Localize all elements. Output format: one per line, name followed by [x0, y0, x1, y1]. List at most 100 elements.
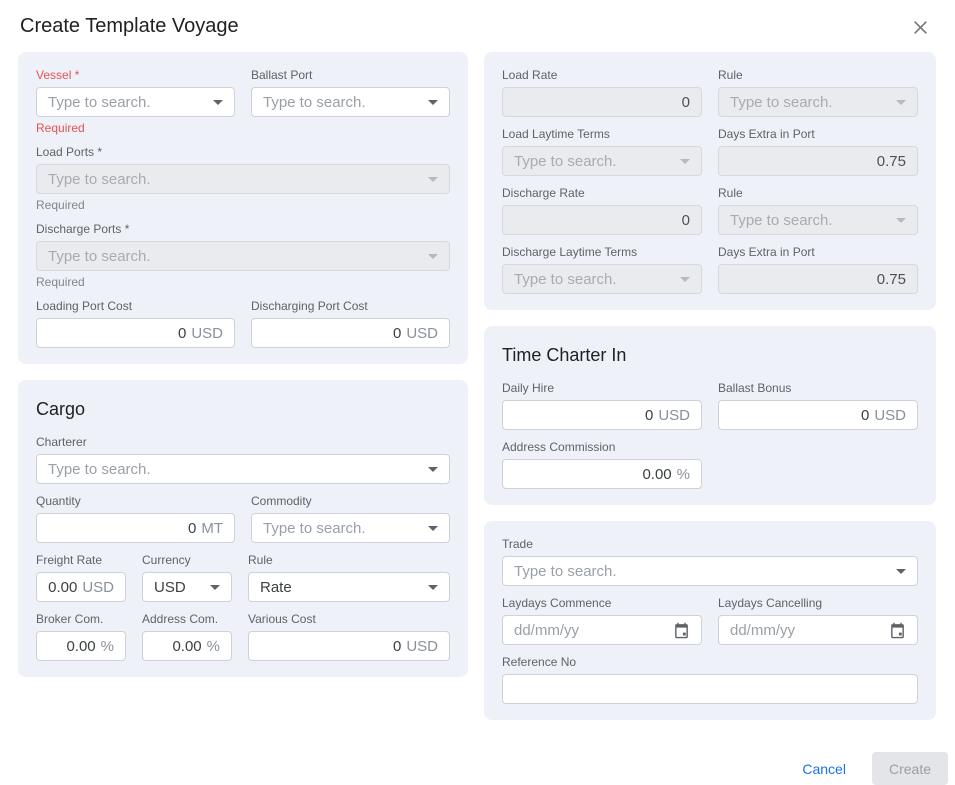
reference-no-label: Reference No [502, 655, 577, 669]
chevron-down-icon [680, 276, 690, 282]
broker-com-value: 0.00 [66, 637, 96, 655]
dialog-header: Create Template Voyage [0, 0, 955, 52]
freight-rate-input[interactable]: 0.00 USD [36, 572, 126, 602]
discharge-laytime-select: Type to search. [502, 264, 702, 294]
trade-panel: Trade Laydays Commence [484, 521, 936, 720]
broker-com-input[interactable]: 0.00 % [36, 631, 126, 661]
ballast-bonus-input[interactable]: 0 USD [718, 400, 918, 430]
discharge-days-extra-field: Days Extra in Port 0.75 [718, 245, 918, 294]
discharging-port-cost-input[interactable]: 0 USD [251, 318, 450, 348]
create-button[interactable]: Create [871, 752, 948, 785]
trade-input[interactable] [514, 562, 888, 580]
commodity-select[interactable] [251, 513, 450, 543]
discharge-laytime-label: Discharge Laytime Terms [502, 245, 638, 259]
address-com-label: Address Com. [142, 612, 219, 626]
broker-com-field: Broker Com. 0.00 % [36, 612, 126, 661]
voyage-panel: Vessel * Required Ballast Port [18, 52, 468, 364]
rule-select[interactable]: Rate [248, 572, 450, 602]
dialog-body: Vessel * Required Ballast Port [0, 52, 955, 720]
chevron-down-icon [896, 99, 906, 105]
ballast-bonus-value: 0 [860, 406, 870, 424]
freight-rate-unit: USD [82, 578, 114, 596]
daily-hire-label: Daily Hire [502, 381, 555, 395]
chevron-down-icon [213, 99, 223, 105]
discharge-ports-field: Discharge Ports * Type to search. Requir… [36, 222, 450, 289]
discharge-days-extra-value: 0.75 [876, 270, 906, 288]
discharge-days-extra-label: Days Extra in Port [718, 245, 815, 259]
discharge-days-extra-input: 0.75 [718, 264, 918, 294]
chevron-down-icon [680, 158, 690, 164]
load-ports-select: Type to search. [36, 164, 450, 194]
trade-field: Trade [502, 537, 918, 586]
load-rate-label: Load Rate [502, 68, 558, 82]
discharge-rule-select: Type to search. [718, 205, 918, 235]
commodity-input[interactable] [263, 519, 420, 537]
ballast-port-input[interactable] [263, 93, 420, 111]
currency-select[interactable]: USD [142, 572, 232, 602]
laydays-commence-label: Laydays Commence [502, 596, 612, 610]
page-title: Create Template Voyage [20, 15, 239, 37]
close-icon[interactable] [908, 15, 933, 40]
laydays-cancelling-input[interactable] [718, 615, 918, 645]
various-cost-input[interactable]: 0 USD [248, 631, 450, 661]
chevron-down-icon [428, 525, 438, 531]
calendar-icon[interactable] [889, 622, 906, 639]
freight-rate-field: Freight Rate 0.00 USD [36, 553, 126, 602]
right-column: Load Rate 0 Rule Type to search. [484, 52, 936, 720]
vessel-input[interactable] [48, 93, 205, 111]
load-laytime-field: Load Laytime Terms Type to search. [502, 127, 702, 176]
laydays-commence-input[interactable] [502, 615, 702, 645]
loading-port-cost-input[interactable]: 0 USD [36, 318, 235, 348]
dialog-footer: Cancel Create [0, 752, 955, 785]
cargo-heading: Cargo [36, 399, 86, 419]
discharge-ports-required-text: Required [36, 275, 85, 289]
charterer-label: Charterer [36, 435, 87, 449]
quantity-unit: MT [201, 519, 223, 537]
ballast-port-select[interactable] [251, 87, 450, 117]
ballast-bonus-label: Ballast Bonus [718, 381, 792, 395]
reference-no-text[interactable] [514, 680, 906, 698]
chevron-down-icon [428, 584, 438, 590]
load-laytime-label: Load Laytime Terms [502, 127, 610, 141]
load-laytime-placeholder: Type to search. [514, 152, 617, 170]
address-commission-input[interactable]: 0.00 % [502, 459, 702, 489]
currency-value: USD [154, 578, 186, 596]
trade-select[interactable] [502, 556, 918, 586]
rates-panel: Load Rate 0 Rule Type to search. [484, 52, 936, 310]
daily-hire-input[interactable]: 0 USD [502, 400, 702, 430]
vessel-label: Vessel * [36, 68, 80, 82]
discharging-port-cost-field: Discharging Port Cost 0 USD [251, 299, 450, 348]
time-charter-panel: Time Charter In Daily Hire 0 USD Ballast… [484, 326, 936, 505]
charterer-select[interactable] [36, 454, 450, 484]
charterer-input[interactable] [48, 460, 420, 478]
time-charter-heading: Time Charter In [502, 345, 627, 365]
currency-label: Currency [142, 553, 191, 567]
reference-no-input[interactable] [502, 674, 918, 704]
broker-com-unit: % [100, 637, 114, 655]
various-cost-unit: USD [406, 637, 438, 655]
quantity-input[interactable]: 0 MT [36, 513, 235, 543]
address-com-field: Address Com. 0.00 % [142, 612, 232, 661]
load-rule-label: Rule [718, 68, 743, 82]
discharge-rule-label: Rule [718, 186, 743, 200]
quantity-field: Quantity 0 MT [36, 494, 235, 543]
address-com-input[interactable]: 0.00 % [142, 631, 232, 661]
address-commission-value: 0.00 [642, 465, 672, 483]
load-rate-field: Load Rate 0 [502, 68, 702, 117]
load-rate-value: 0 [681, 93, 690, 111]
discharge-rate-value: 0 [681, 211, 690, 229]
reference-no-field: Reference No [502, 655, 918, 704]
cargo-panel: Cargo Charterer Quantity 0 [18, 380, 468, 677]
daily-hire-value: 0 [644, 406, 654, 424]
address-com-value: 0.00 [172, 637, 202, 655]
trade-label: Trade [502, 537, 533, 551]
calendar-icon[interactable] [673, 622, 690, 639]
vessel-select[interactable] [36, 87, 235, 117]
cancel-button[interactable]: Cancel [802, 760, 846, 777]
laydays-commence-date[interactable] [514, 621, 665, 639]
load-ports-label: Load Ports * [36, 145, 103, 159]
left-column: Vessel * Required Ballast Port [18, 52, 468, 677]
laydays-cancelling-date[interactable] [730, 621, 881, 639]
load-days-extra-input: 0.75 [718, 146, 918, 176]
load-ports-required-text: Required [36, 198, 85, 212]
